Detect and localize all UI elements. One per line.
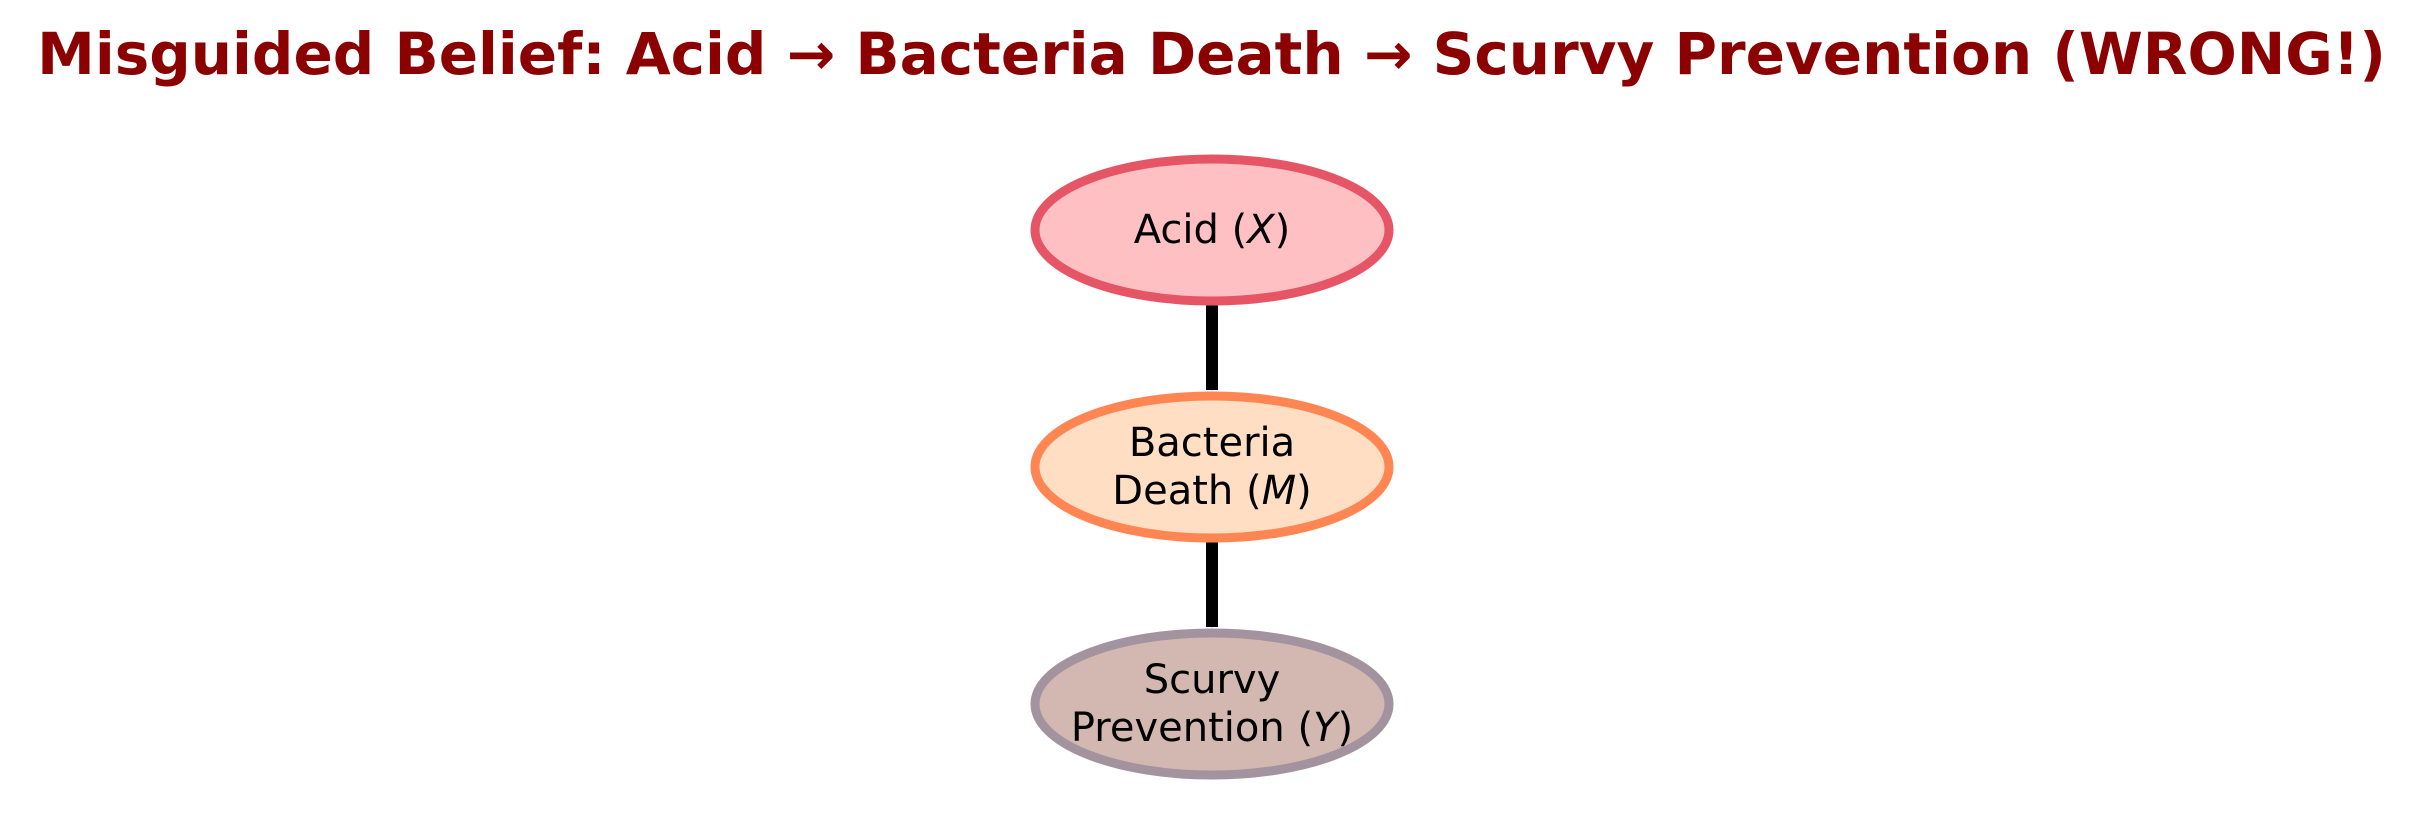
node-ellipse-scurvy-prevention [1030,628,1394,780]
node-label-acid-line-1: Acid (X) [1134,207,1291,253]
node-acid: Acid (X) [1030,154,1394,306]
node-label-bacteria-death-line-1: Bacteria [1129,420,1295,466]
node-label-scurvy-prevention-line-1: Scurvy [1144,657,1281,703]
node-ellipse-bacteria-death [1030,391,1394,543]
node-ellipse-acid [1030,154,1394,306]
node-label-scurvy-prevention-line-2: Prevention (Y) [1071,705,1353,751]
diagram-title: Misguided Belief: Acid → Bacteria Death … [37,20,2386,88]
node-label-bacteria-death-line-2: Death (M) [1112,468,1311,514]
